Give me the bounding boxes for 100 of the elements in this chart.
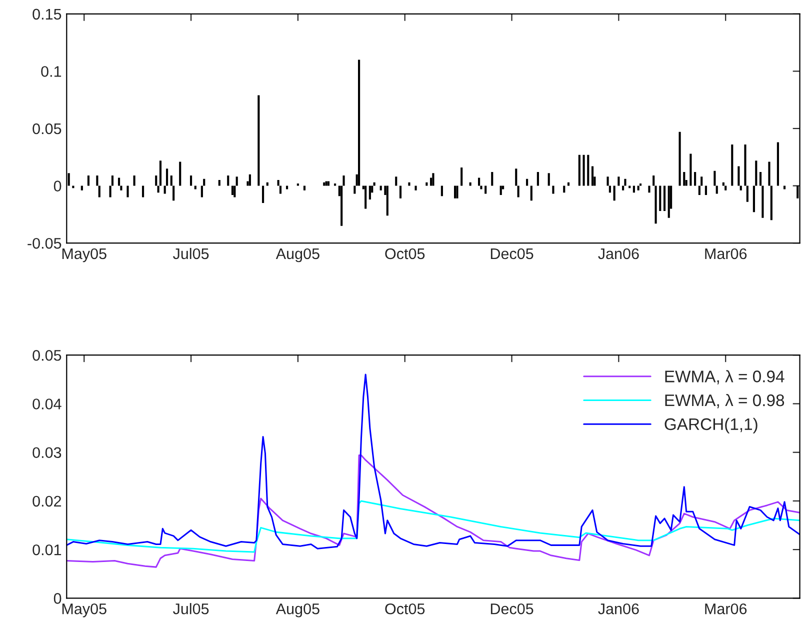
bar (530, 186, 532, 201)
bar (746, 186, 748, 202)
bar (218, 180, 220, 186)
bar (266, 182, 268, 186)
bar (234, 186, 236, 198)
bar (722, 182, 724, 186)
bar (118, 178, 120, 186)
bar (414, 186, 417, 190)
bar (323, 182, 326, 186)
bar (663, 186, 666, 211)
bar (613, 186, 616, 201)
x-tick-label: Dec05 (490, 603, 534, 614)
bar (517, 186, 520, 198)
bar (334, 183, 336, 186)
x-tick-label: Mar06 (705, 248, 747, 260)
bar (258, 95, 260, 186)
y-tick-label: 0.15 (32, 8, 62, 20)
bar (327, 181, 330, 186)
x-tick-label: Jan06 (598, 248, 639, 260)
bar (578, 154, 580, 186)
bar (111, 175, 114, 186)
bar (364, 186, 367, 209)
bar (231, 186, 234, 195)
bar (606, 176, 609, 186)
bar (624, 178, 626, 186)
bar (277, 180, 280, 186)
bar (484, 186, 487, 194)
bar (690, 154, 692, 186)
y-tick-label: 0 (54, 180, 62, 192)
y-tick-label: 0 (54, 593, 62, 604)
x-tick-label: Aug05 (276, 603, 320, 618)
bar (408, 182, 410, 186)
x-tick-label: May05 (62, 248, 106, 262)
bar (96, 175, 98, 186)
bar (515, 168, 518, 186)
bar (142, 186, 144, 198)
x-tick-label: Oct05 (385, 248, 425, 260)
bar (399, 186, 402, 198)
y-tick-label: 0.01 (32, 544, 62, 556)
bar (87, 175, 90, 186)
y-tick-label: 0.05 (32, 123, 62, 134)
bar (159, 160, 162, 186)
bar (469, 182, 472, 186)
bar (236, 176, 238, 186)
x-tick-label: Mar06 (705, 603, 747, 614)
x-tick-label: May05 (62, 603, 106, 618)
bar (770, 186, 772, 220)
y-tick-label: 0.04 (32, 398, 62, 410)
legend-label: EWMA, λ = 0.98 (665, 394, 784, 408)
x-tick-label: Jul05 (173, 248, 209, 260)
bar (303, 186, 306, 190)
bar (536, 172, 539, 186)
bar (652, 175, 655, 186)
bar (456, 186, 458, 198)
bar (714, 170, 716, 186)
bar (683, 172, 686, 186)
bar (460, 167, 463, 186)
bar (80, 186, 83, 190)
bar (386, 186, 388, 216)
bar (618, 176, 620, 186)
bar (170, 175, 172, 186)
bar (248, 174, 251, 186)
bar (755, 160, 758, 186)
bar (752, 186, 756, 212)
bar (582, 154, 585, 186)
bar (548, 173, 550, 186)
y-tick-label: -0.05 (28, 238, 62, 249)
bar (133, 175, 136, 186)
y-tick-label: 0.03 (32, 447, 62, 458)
line-series (66, 454, 800, 568)
bar (587, 154, 590, 186)
bar (354, 186, 356, 194)
bar (744, 144, 746, 186)
bar (440, 186, 443, 196)
y-tick-label: 0.02 (32, 496, 62, 507)
bar (203, 178, 206, 186)
bar (567, 182, 570, 186)
bar (591, 166, 594, 186)
bar (768, 162, 770, 186)
bar (622, 186, 624, 190)
bar (716, 186, 718, 194)
bar (552, 186, 554, 194)
bar (563, 186, 566, 193)
bar (762, 186, 764, 218)
bar (172, 186, 175, 201)
legend-label: EWMA, λ = 0.94 (665, 370, 784, 384)
bar (454, 186, 456, 198)
x-tick-label: Oct05 (385, 603, 425, 614)
y-tick-label: 0.05 (32, 350, 62, 361)
bar (340, 186, 343, 226)
bar (659, 186, 662, 211)
bar (342, 175, 345, 186)
bar (164, 186, 166, 194)
bar (358, 60, 360, 186)
x-tick-label: Jan06 (598, 603, 639, 614)
bar (325, 181, 328, 186)
bar (500, 186, 502, 195)
bar (724, 186, 727, 190)
bar (373, 182, 376, 186)
bar (698, 186, 700, 195)
